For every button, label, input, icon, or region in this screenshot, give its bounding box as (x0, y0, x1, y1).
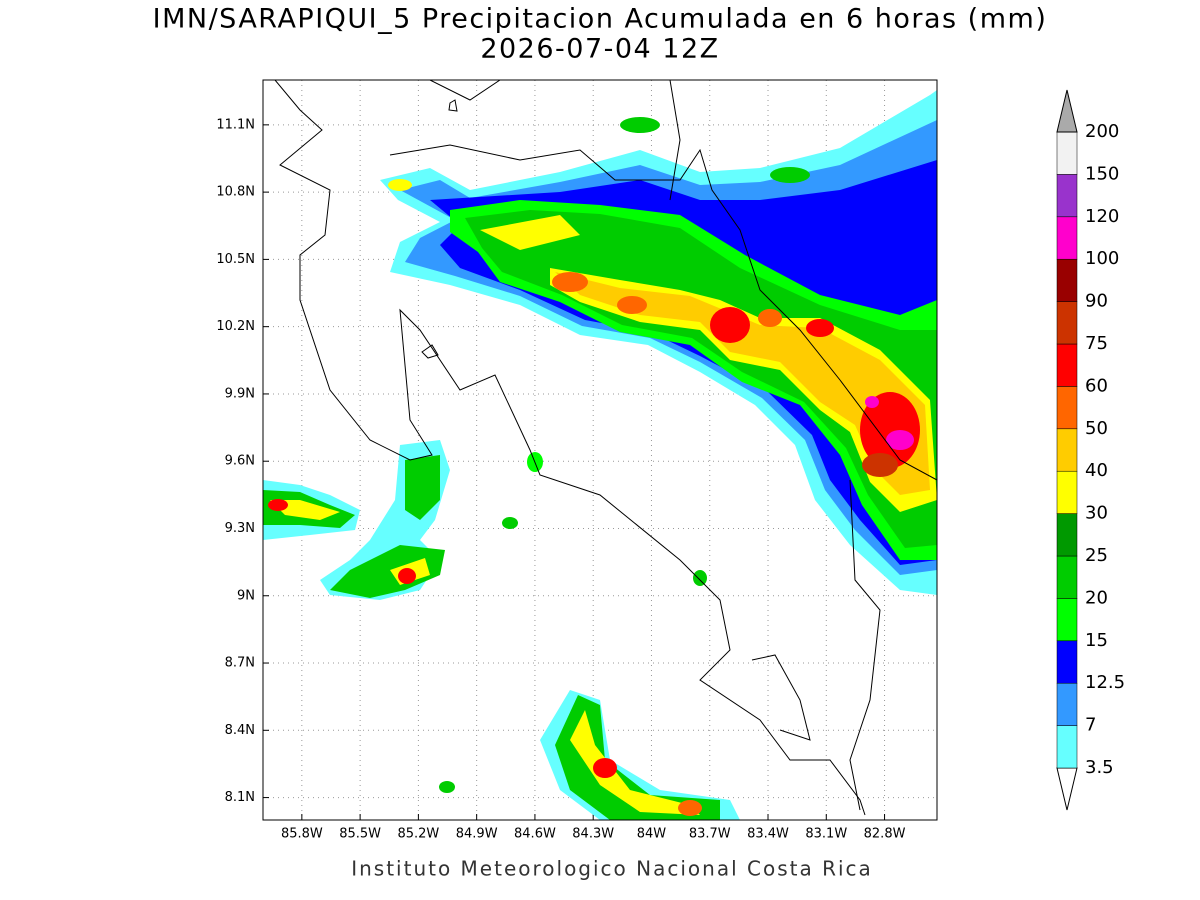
colorbar-segment (1056, 725, 1078, 769)
colorbar-segment (1056, 386, 1078, 430)
coastlines (274, 80, 937, 816)
map-frame (262, 79, 938, 821)
footer: Instituto Meteorologico Nacional Costa R… (351, 857, 873, 881)
colorbar-label: 12.5 (1085, 672, 1125, 693)
subtitle: 2026-07-04 12Z (480, 34, 719, 65)
y-tick-label: 8.4N (225, 723, 255, 738)
colorbar-label: 75 (1085, 333, 1108, 354)
colorbar-segment (1056, 598, 1078, 642)
colorbar-segment (1056, 555, 1078, 599)
colorbar-segment (1056, 513, 1078, 557)
colorbar-label: 150 (1085, 163, 1119, 184)
y-tick-label: 10.2N (216, 319, 255, 334)
colorbar-segment (1056, 301, 1078, 345)
precipitation-field (263, 90, 937, 820)
colorbar-label: 3.5 (1085, 757, 1114, 778)
colorbar-label: 15 (1085, 630, 1108, 651)
colorbar-label: 40 (1085, 460, 1108, 481)
colorbar-segment (1056, 682, 1078, 726)
y-tick-label: 9.6N (225, 454, 255, 469)
y-tick-label: 10.5N (216, 252, 255, 267)
colorbar-segment (1056, 258, 1078, 302)
colorbar-label: 120 (1085, 206, 1119, 227)
colorbar-segment (1056, 343, 1078, 387)
colorbar-label: 60 (1085, 375, 1108, 396)
title: IMN/SARAPIQUI_5 Precipitacion Acumulada … (153, 4, 1048, 35)
colorbar-segment (1056, 131, 1078, 175)
y-tick-label: 10.8N (216, 185, 255, 200)
colorbar-label: 25 (1085, 545, 1108, 566)
y-tick-label: 9.3N (225, 521, 255, 536)
x-tick-label: 84.3W (572, 827, 614, 842)
colorbar-segment (1056, 216, 1078, 260)
x-tick-label: 85.5W (339, 827, 381, 842)
colorbar-segment (1056, 174, 1078, 218)
y-tick-label: 8.1N (225, 790, 255, 805)
colorbar-over (1056, 89, 1078, 133)
x-tick-label: 82.8W (864, 827, 906, 842)
x-tick-label: 83.7W (689, 827, 731, 842)
colorbar-segment (1056, 470, 1078, 514)
x-tick-label: 83.1W (805, 827, 847, 842)
y-tick-label: 9.9N (225, 386, 255, 401)
x-tick-label: 84.6W (514, 827, 556, 842)
colorbar-segment (1056, 640, 1078, 684)
colorbar-label: 200 (1085, 121, 1119, 142)
colorbar-label: 90 (1085, 291, 1108, 312)
y-tick-label: 11.1N (216, 117, 255, 132)
colorbar-under (1056, 767, 1078, 811)
x-tick-label: 84W (637, 827, 667, 842)
y-tick-label: 9N (237, 588, 255, 603)
x-tick-label: 84.9W (456, 827, 498, 842)
colorbar-label: 20 (1085, 587, 1108, 608)
y-tick-label: 8.7N (225, 656, 255, 671)
x-tick-label: 85.8W (281, 827, 323, 842)
x-tick-label: 85.2W (397, 827, 439, 842)
colorbar-label: 50 (1085, 418, 1108, 439)
x-tick-label: 83.4W (747, 827, 789, 842)
colorbar-label: 100 (1085, 248, 1119, 269)
colorbar-label: 30 (1085, 503, 1108, 524)
colorbar-label: 7 (1085, 715, 1096, 736)
colorbar-segment (1056, 428, 1078, 472)
